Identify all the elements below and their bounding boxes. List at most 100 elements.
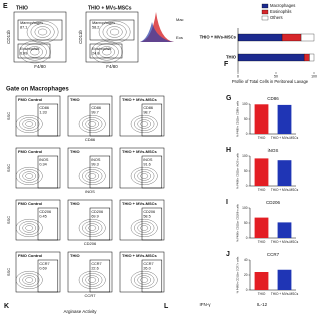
gate-value: 99.3 — [91, 163, 98, 167]
contour — [82, 221, 103, 235]
legend-label: Eosinophils — [270, 9, 291, 14]
contour — [15, 114, 43, 133]
plot-title: THIO — [70, 201, 80, 206]
plot-title: FMO Control — [18, 201, 42, 206]
plot-title: THIO + MVs-MSCs — [122, 201, 158, 206]
contour — [137, 223, 151, 233]
y-tick-label: 0 — [246, 132, 248, 136]
contour — [25, 121, 34, 127]
gate — [141, 103, 163, 137]
x-tick-label: THIO + MVs-MSCs — [271, 136, 299, 140]
axis-label: SSC — [6, 268, 11, 276]
panel-label: F — [224, 61, 229, 68]
gate — [89, 155, 111, 189]
x-tick-label: THIO — [258, 188, 266, 192]
bar — [254, 158, 269, 186]
contour — [18, 40, 51, 64]
gate-name: Macrophages — [20, 21, 43, 25]
y-tick-label: 100 — [242, 154, 248, 158]
contour — [98, 20, 131, 44]
contour — [88, 277, 97, 283]
gate — [89, 19, 135, 41]
panel-label: I — [226, 199, 228, 206]
gate-value: 22.6 — [91, 267, 98, 271]
x-tick-label: THIO + MVs-MSCs — [271, 188, 299, 192]
gate — [37, 259, 59, 293]
contour — [25, 225, 34, 231]
contour — [110, 28, 120, 36]
panel-label: G — [226, 95, 232, 102]
contour — [137, 275, 151, 285]
contour — [134, 117, 155, 131]
gate-marker: CCR7 — [143, 262, 153, 266]
y-tick-label: 20 — [244, 273, 248, 277]
contour — [140, 277, 149, 283]
legend-label: Others — [270, 15, 283, 20]
contour — [15, 218, 43, 237]
plot-title: FMO Control — [18, 149, 42, 154]
bar-segment — [309, 53, 315, 62]
y-tick-label: 50 — [244, 221, 248, 225]
contour — [134, 273, 155, 287]
y-tick-label: 100 — [242, 102, 248, 106]
gate-value: 58.5 — [143, 215, 150, 219]
gate — [37, 207, 59, 241]
gate-name: Eosinophils — [92, 47, 112, 51]
histogram — [140, 22, 174, 42]
gate-marker: CD86 — [143, 106, 153, 110]
panel-label: L — [164, 303, 169, 310]
bar-segment — [237, 53, 305, 62]
contour — [19, 273, 40, 287]
contour — [88, 225, 97, 231]
bar — [277, 160, 292, 186]
contour — [26, 20, 59, 44]
gate-marker: CD86 — [91, 106, 101, 110]
contour — [15, 271, 43, 290]
plot-title: THIO — [70, 149, 80, 154]
bar — [277, 222, 292, 238]
contour — [130, 271, 158, 290]
chart-title: Arginase Activity — [63, 309, 97, 314]
contour — [78, 218, 106, 237]
histogram-label: Eos — [176, 35, 183, 40]
axis-label: % F4/80+ CD11b+ CCR7+ cells — [236, 256, 240, 293]
contour — [98, 46, 115, 58]
gate-value: 69.9 — [91, 215, 98, 219]
bar-segment — [303, 53, 310, 62]
x-tick-label: THIO + MVs-MSCs — [271, 292, 299, 296]
chart-title: IL-12 — [257, 302, 268, 307]
legend-swatch — [261, 3, 269, 9]
axis-label: CD11b — [6, 30, 11, 44]
x-tick-label: 50 — [274, 74, 278, 78]
plot-title: THIO + MVs-MSCs — [122, 97, 158, 102]
axis-label: SSC — [6, 164, 11, 172]
y-tick-label: 50 — [244, 169, 248, 173]
gate — [17, 43, 51, 59]
gate — [89, 207, 111, 241]
gate-value: 58.2 — [92, 26, 99, 30]
x-tick-label: 100 — [311, 74, 317, 78]
axis-label: CD11b — [78, 30, 83, 44]
gate-name: Macrophages — [92, 21, 115, 25]
gate — [141, 259, 163, 293]
axis-label: CD206 — [84, 241, 97, 246]
panel-label: E — [3, 3, 8, 10]
contour — [25, 173, 34, 179]
gate-marker: iNOS — [39, 158, 49, 162]
chart-title: CD206 — [266, 200, 281, 205]
contour — [140, 173, 149, 179]
contour — [22, 223, 37, 233]
chart-title: CD86 — [267, 96, 279, 101]
gate — [141, 155, 163, 189]
contour — [82, 117, 103, 131]
contour — [78, 166, 106, 185]
contour — [19, 221, 40, 235]
gate-name: Eosinophils — [20, 47, 40, 51]
contour — [22, 275, 37, 285]
x-tick-label: THIO — [258, 292, 266, 296]
x-tick-label: 0 — [237, 74, 239, 78]
bar-segment — [300, 33, 315, 42]
gate-value: 24.8 — [92, 52, 99, 56]
